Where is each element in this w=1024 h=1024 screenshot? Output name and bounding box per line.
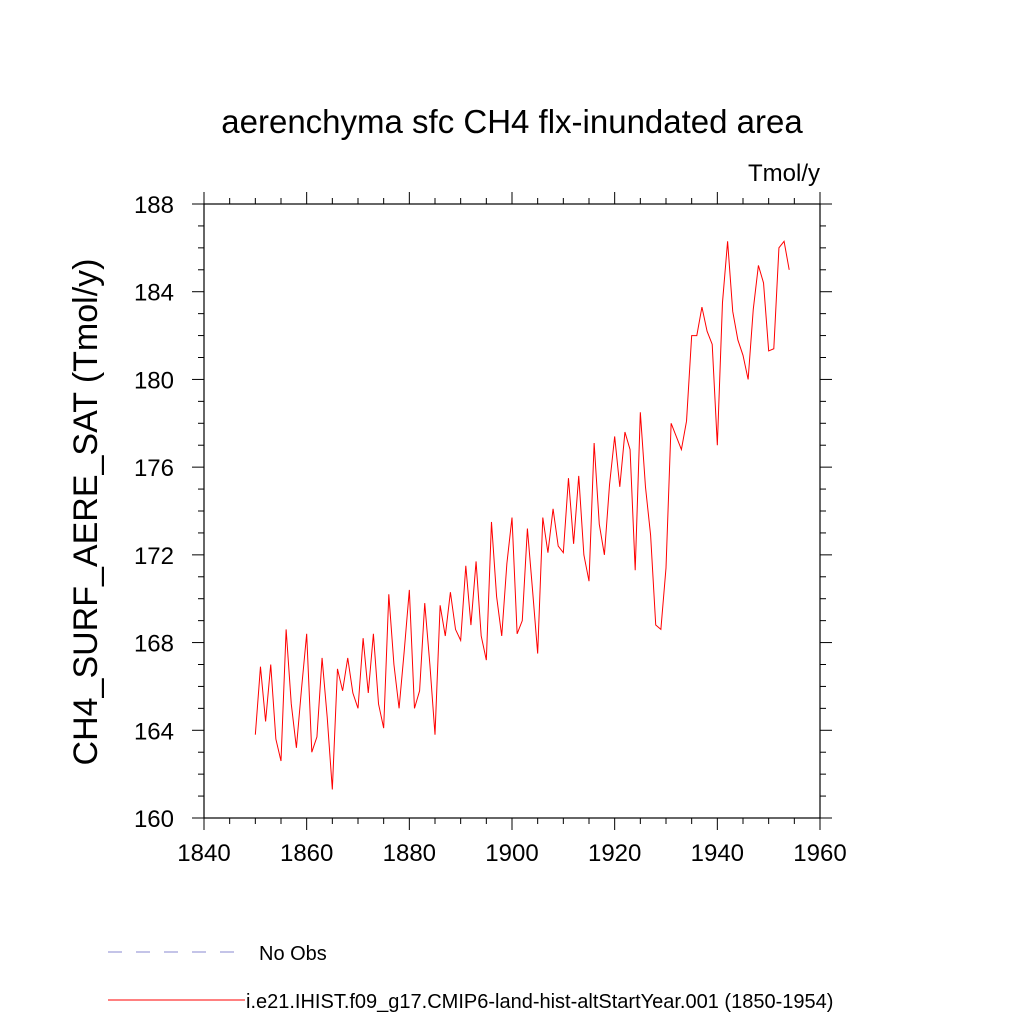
y-tick-label: 160 (134, 806, 174, 833)
series-line (254, 240, 790, 790)
legend-label-series: i.e21.IHIST.f09_g17.CMIP6-land-hist-altS… (246, 991, 833, 1013)
y-tick-label: 184 (134, 280, 174, 307)
x-tick-label: 1920 (588, 840, 641, 867)
x-tick-label: 1880 (383, 840, 436, 867)
y-tick-label: 180 (134, 367, 174, 394)
y-tick-label: 188 (134, 192, 174, 219)
axes-frame (203, 203, 821, 819)
y-tick-label: 168 (134, 631, 174, 658)
y-tick-label: 164 (134, 718, 174, 745)
axis-ticks (192, 192, 832, 830)
y-tick-label: 176 (134, 455, 174, 482)
plot-border (203, 203, 821, 819)
units-label: Tmol/y (748, 160, 820, 187)
legend: No Obs i.e21.IHIST.f09_g17.CMIP6-land-hi… (108, 943, 833, 1013)
chart-title: aerenchyma sfc CH4 flx-inundated area (221, 103, 803, 140)
x-tick-label: 1900 (485, 840, 538, 867)
legend-label-no-obs: No Obs (259, 943, 327, 965)
y-tick-label: 172 (134, 543, 174, 570)
series-layer (254, 240, 790, 790)
x-tick-label: 1940 (691, 840, 744, 867)
tick-labels: 1840 1860 1880 1900 1920 1940 1960 160 164 168 172… (134, 192, 847, 867)
x-tick-label: 1840 (177, 840, 230, 867)
x-tick-label: 1960 (793, 840, 846, 867)
y-axis-label: CH4_SURF_AERE_SAT (Tmol/y) (67, 259, 105, 766)
x-tick-label: 1860 (280, 840, 333, 867)
